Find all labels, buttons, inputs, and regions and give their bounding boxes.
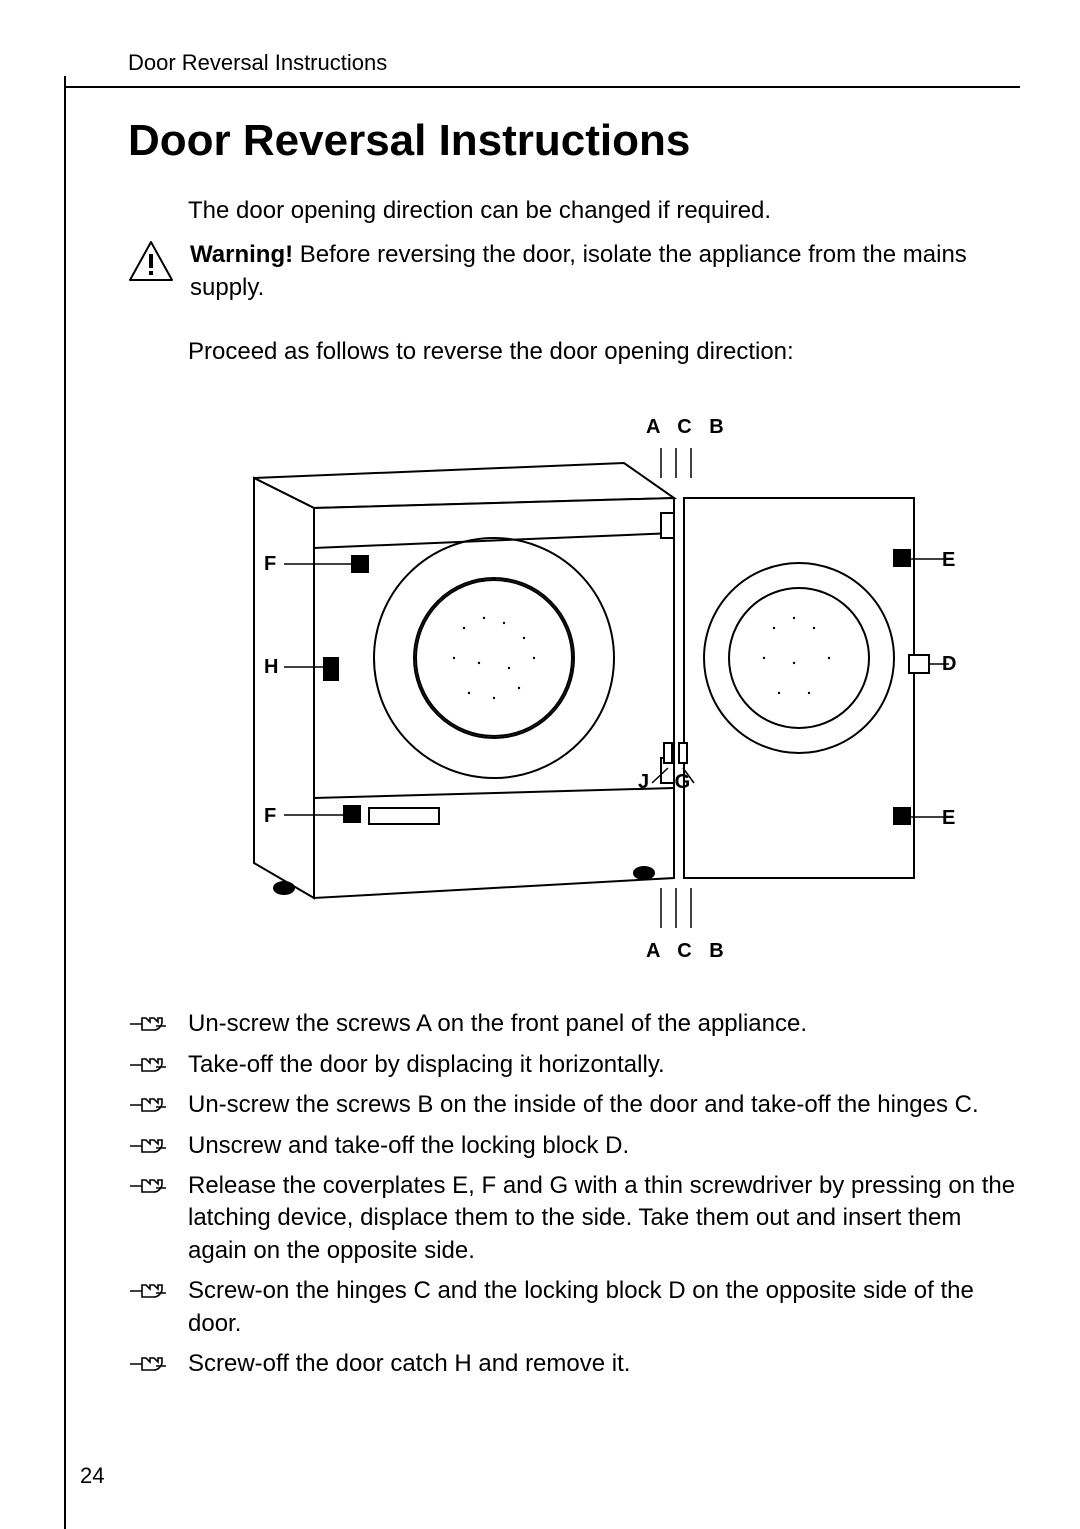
warning-body: Before reversing the door, isolate the a… [190, 241, 967, 302]
step-item: Release the coverplates E, F and G with … [128, 1170, 1020, 1267]
hand-icon [128, 1279, 168, 1303]
warning-text: Warning! Before reversing the door, isol… [190, 238, 1020, 305]
running-header: Door Reversal Instructions [128, 50, 1020, 76]
label-h: H [264, 656, 278, 679]
intro-text: The door opening direction can be change… [188, 194, 1020, 228]
steps-list: Un-screw the screws A on the front panel… [128, 1008, 1020, 1380]
hand-icon [128, 1174, 168, 1198]
page-content: Door Reversal Instructions The door open… [128, 116, 1020, 1380]
hand-icon [128, 1134, 168, 1158]
hand-icon [128, 1012, 168, 1036]
page-number: 24 [80, 1463, 104, 1489]
page-title: Door Reversal Instructions [128, 116, 1020, 166]
diagram-svg [194, 408, 954, 968]
top-rule [64, 86, 1020, 88]
label-e2: E [942, 807, 955, 830]
hand-icon [128, 1352, 168, 1376]
step-item: Un-screw the screws A on the front panel… [128, 1008, 1020, 1040]
step-text: Screw-off the door catch H and remove it… [188, 1348, 630, 1380]
step-text: Release the coverplates E, F and G with … [188, 1170, 1020, 1267]
hand-icon [128, 1053, 168, 1077]
label-jg: J G [638, 771, 700, 794]
label-f2: F [264, 805, 276, 828]
label-e1: E [942, 549, 955, 572]
step-text: Un-screw the screws A on the front panel… [188, 1008, 807, 1040]
step-item: Take-off the door by displacing it horiz… [128, 1049, 1020, 1081]
step-item: Un-screw the screws B on the inside of t… [128, 1089, 1020, 1121]
step-text: Take-off the door by displacing it horiz… [188, 1049, 665, 1081]
step-item: Screw-on the hinges C and the locking bl… [128, 1275, 1020, 1340]
proceed-text: Proceed as follows to reverse the door o… [188, 335, 1020, 369]
step-text: Un-screw the screws B on the inside of t… [188, 1089, 979, 1121]
step-text: Screw-on the hinges C and the locking bl… [188, 1275, 1020, 1340]
label-f1: F [264, 553, 276, 576]
label-d: D [942, 653, 956, 676]
hand-icon [128, 1093, 168, 1117]
step-text: Unscrew and take-off the locking block D… [188, 1130, 629, 1162]
step-item: Screw-off the door catch H and remove it… [128, 1348, 1020, 1380]
label-acb-top: A C B [646, 416, 730, 439]
vertical-rule [64, 76, 66, 1529]
label-acb-bottom: A C B [646, 940, 730, 963]
warning-label: Warning! [190, 241, 293, 268]
warning-icon [128, 240, 174, 282]
step-item: Unscrew and take-off the locking block D… [128, 1130, 1020, 1162]
warning-block: Warning! Before reversing the door, isol… [128, 238, 1020, 305]
appliance-diagram: A C B A C B F H F E D E J G [194, 408, 954, 968]
